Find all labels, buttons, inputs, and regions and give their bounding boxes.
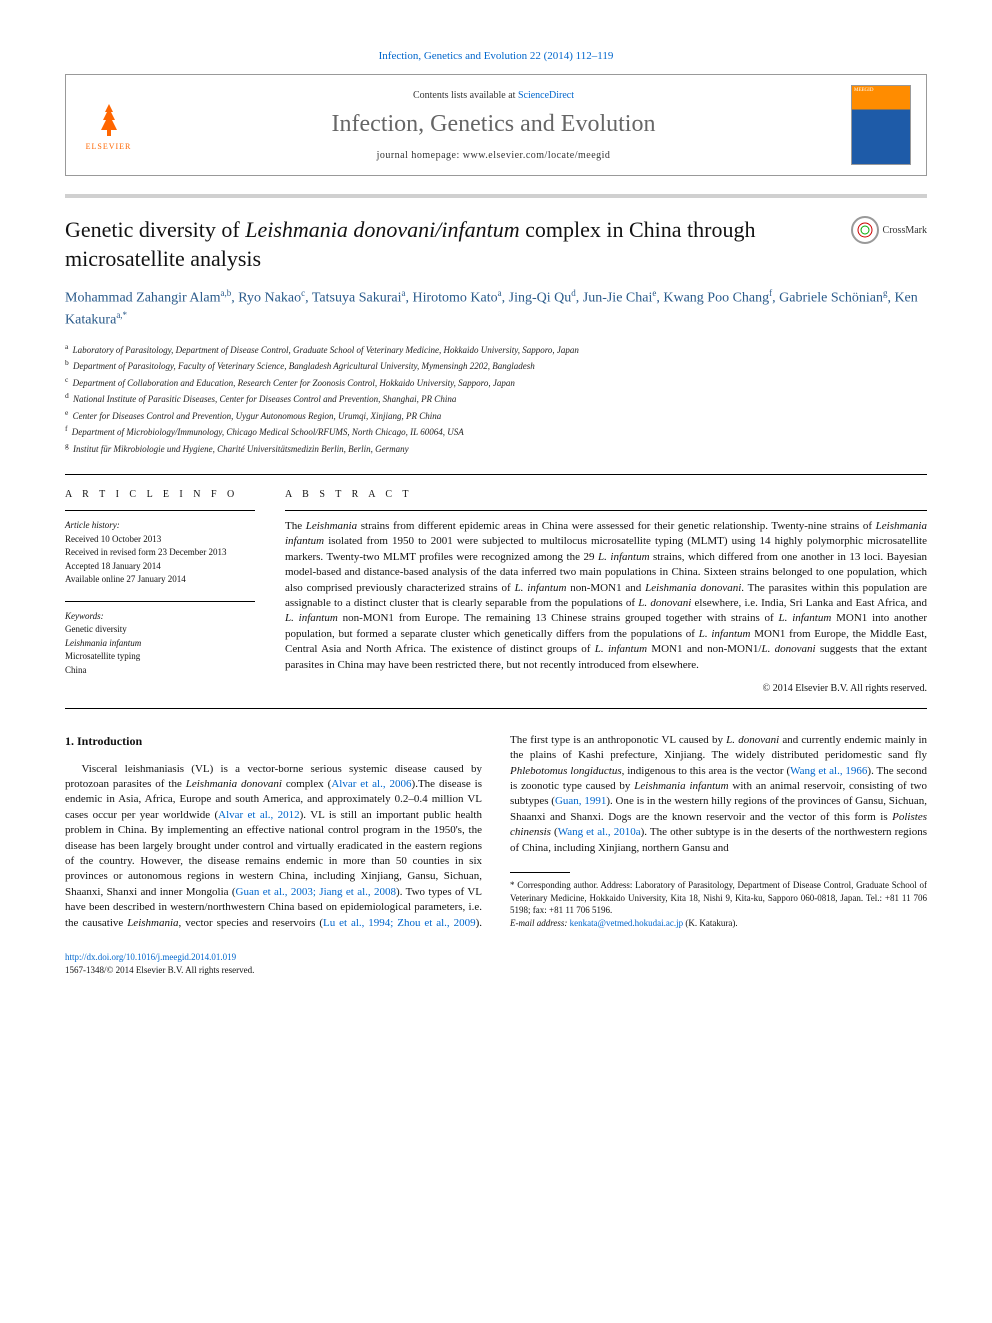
abstract-heading: A B S T R A C T: [285, 489, 927, 500]
corresponding-author-note: * Corresponding author. Address: Laborat…: [510, 879, 927, 917]
history-label: Article history:: [65, 519, 255, 533]
journal-cover-thumbnail: MEEGID: [851, 85, 911, 165]
abstract-panel: A B S T R A C T The Leishmania strains f…: [285, 489, 927, 694]
elsevier-tree-icon: [89, 100, 129, 140]
elsevier-text: ELSEVIER: [86, 142, 132, 151]
crossmark-badge[interactable]: CrossMark: [851, 216, 927, 244]
contents-line: Contents lists available at ScienceDirec…: [151, 90, 836, 101]
abstract-text: The Leishmania strains from different ep…: [285, 519, 927, 673]
journal-header-box: ELSEVIER Contents lists available at Sci…: [65, 74, 927, 176]
page-footer: http://dx.doi.org/10.1016/j.meegid.2014.…: [65, 951, 927, 976]
affiliations-list: a Laboratory of Parasitology, Department…: [65, 341, 927, 457]
elsevier-logo: ELSEVIER: [81, 95, 136, 155]
footnote-separator: [510, 872, 570, 873]
footnotes: * Corresponding author. Address: Laborat…: [510, 879, 927, 929]
article-info-heading: A R T I C L E I N F O: [65, 489, 255, 500]
section-heading-intro: 1. Introduction: [65, 733, 482, 750]
email-line: E-mail address: kenkata@vetmed.hokudai.a…: [510, 917, 927, 930]
title-separator-bar: [65, 194, 927, 198]
doi-link[interactable]: http://dx.doi.org/10.1016/j.meegid.2014.…: [65, 952, 236, 962]
email-link[interactable]: kenkata@vetmed.hokudai.ac.jp: [570, 918, 684, 928]
journal-name: Infection, Genetics and Evolution: [151, 111, 836, 138]
journal-homepage: journal homepage: www.elsevier.com/locat…: [151, 150, 836, 161]
article-info-panel: A R T I C L E I N F O Article history: R…: [65, 489, 255, 694]
sciencedirect-link[interactable]: ScienceDirect: [518, 90, 574, 101]
article-title: Genetic diversity of Leishmania donovani…: [65, 216, 836, 273]
abstract-copyright: © 2014 Elsevier B.V. All rights reserved…: [285, 683, 927, 694]
crossmark-icon: [851, 216, 879, 244]
citation-header: Infection, Genetics and Evolution 22 (20…: [65, 50, 927, 62]
issn-copyright: 1567-1348/© 2014 Elsevier B.V. All right…: [65, 964, 927, 977]
authors-list: Mohammad Zahangir Alama,b, Ryo Nakaoc, T…: [65, 287, 927, 330]
keywords-label: Keywords:: [65, 610, 255, 624]
